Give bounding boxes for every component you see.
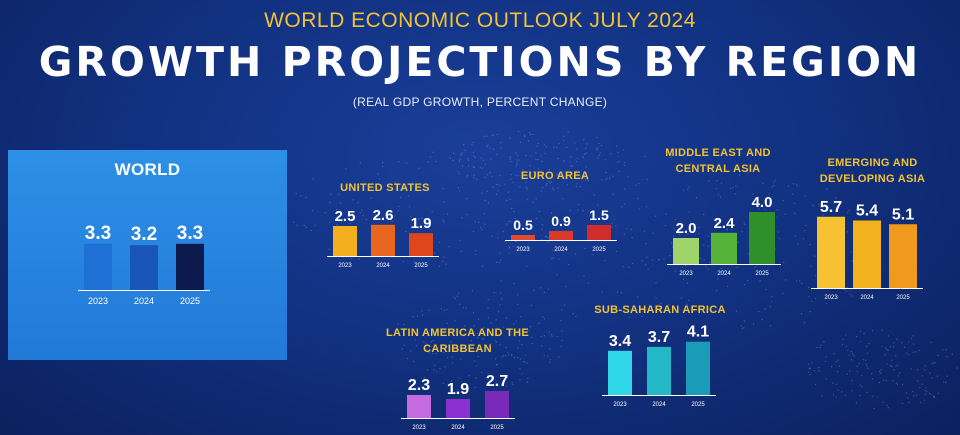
year-label-latin-america-and-the-caribbean-2025: 2025	[490, 425, 504, 431]
value-label-latin-america-and-the-caribbean-2025: 2.7	[486, 373, 508, 390]
bar-world-2024	[130, 245, 158, 290]
year-label-world-2023: 2023	[88, 296, 108, 306]
value-label-united-states-2025: 1.9	[411, 215, 432, 232]
page-title: GROWTH PROJECTIONS BY REGION	[38, 38, 922, 86]
year-label-united-states-2023: 2023	[338, 263, 352, 269]
value-label-emerging-and-developing-asia-2023: 5.7	[820, 199, 842, 216]
bar-emerging-and-developing-asia-2024	[853, 220, 881, 288]
page-subtitle: (REAL GDP GROWTH, PERCENT CHANGE)	[352, 95, 608, 109]
bar-united-states-2024	[371, 224, 395, 256]
value-label-latin-america-and-the-caribbean-2024: 1.9	[447, 381, 469, 398]
bar-sub-saharan-africa-2025	[686, 341, 710, 395]
region-label-latin-america-caribbean: LATIN AMERICA AND THE CARIBBEAN	[386, 327, 529, 355]
bar-emerging-and-developing-asia-2023	[817, 216, 845, 288]
region-label-middle-east-central-asia: MIDDLE EAST AND CENTRAL ASIA	[665, 147, 771, 175]
year-label-euro-area-2025: 2025	[592, 247, 606, 253]
year-label-world-2025: 2025	[180, 296, 200, 306]
year-label-united-states-2024: 2024	[376, 263, 390, 269]
bar-sub-saharan-africa-2024	[647, 346, 671, 395]
value-label-united-states-2024: 2.6	[373, 207, 394, 224]
bar-euro-area-2025	[587, 225, 611, 240]
bar-euro-area-2024	[549, 231, 573, 240]
value-label-middle-east-and-central-asia-2023: 2.0	[676, 220, 697, 237]
year-label-emerging-and-developing-asia-2025: 2025	[896, 295, 910, 301]
value-label-world-2025: 3.3	[177, 223, 203, 244]
bar-middle-east-and-central-asia-2025	[749, 212, 775, 264]
year-label-latin-america-and-the-caribbean-2024: 2024	[451, 425, 465, 431]
value-label-euro-area-2023: 0.5	[513, 217, 533, 233]
region-label-emerging-developing-asia: EMERGING AND DEVELOPING ASIA	[819, 157, 926, 185]
value-label-sub-saharan-africa-2025: 4.1	[687, 324, 709, 341]
year-label-euro-area-2023: 2023	[516, 247, 530, 253]
region-label-united-states: UNITED STATES	[340, 182, 430, 194]
value-label-emerging-and-developing-asia-2024: 5.4	[856, 203, 878, 220]
value-label-euro-area-2025: 1.5	[589, 207, 609, 223]
bar-euro-area-2023	[511, 235, 535, 240]
bar-latin-america-and-the-caribbean-2025	[485, 391, 509, 418]
value-label-middle-east-and-central-asia-2024: 2.4	[714, 215, 736, 232]
region-label-sub-saharan-africa: SUB-SAHARAN AFRICA	[594, 304, 726, 316]
bar-middle-east-and-central-asia-2023	[673, 238, 699, 264]
year-label-emerging-and-developing-asia-2023: 2023	[824, 295, 838, 301]
bar-emerging-and-developing-asia-2025	[889, 224, 917, 288]
value-label-emerging-and-developing-asia-2025: 5.1	[892, 206, 914, 223]
year-label-euro-area-2024: 2024	[554, 247, 568, 253]
bar-latin-america-and-the-caribbean-2024	[446, 399, 470, 418]
bar-sub-saharan-africa-2023	[608, 350, 632, 395]
value-label-latin-america-and-the-caribbean-2023: 2.3	[408, 377, 430, 394]
value-label-sub-saharan-africa-2023: 3.4	[609, 333, 631, 350]
bar-united-states-2023	[333, 226, 357, 256]
value-label-euro-area-2024: 0.9	[551, 213, 571, 229]
bar-latin-america-and-the-caribbean-2023	[407, 395, 431, 418]
bar-united-states-2025	[409, 233, 433, 256]
year-label-sub-saharan-africa-2023: 2023	[613, 402, 627, 408]
year-label-latin-america-and-the-caribbean-2023: 2023	[412, 425, 426, 431]
year-label-world-2024: 2024	[134, 296, 154, 306]
value-label-world-2023: 3.3	[85, 223, 111, 244]
bar-world-2023	[84, 243, 112, 290]
report-kicker: WORLD ECONOMIC OUTLOOK JULY 2024	[264, 9, 696, 32]
year-label-middle-east-and-central-asia-2025: 2025	[755, 271, 769, 277]
value-label-world-2024: 3.2	[131, 224, 157, 245]
year-label-sub-saharan-africa-2025: 2025	[691, 402, 705, 408]
year-label-middle-east-and-central-asia-2024: 2024	[717, 271, 731, 277]
year-label-sub-saharan-africa-2024: 2024	[652, 402, 666, 408]
bar-middle-east-and-central-asia-2024	[711, 232, 737, 264]
year-label-middle-east-and-central-asia-2023: 2023	[679, 271, 693, 277]
value-label-middle-east-and-central-asia-2025: 4.0	[752, 194, 773, 211]
year-label-emerging-and-developing-asia-2024: 2024	[860, 295, 874, 301]
value-label-united-states-2023: 2.5	[335, 208, 356, 225]
region-label-euro-area: EURO AREA	[520, 170, 590, 182]
year-label-united-states-2025: 2025	[414, 263, 428, 269]
bar-world-2025	[176, 243, 204, 290]
value-label-sub-saharan-africa-2024: 3.7	[648, 329, 670, 346]
region-label-world: WORLD	[114, 160, 181, 179]
